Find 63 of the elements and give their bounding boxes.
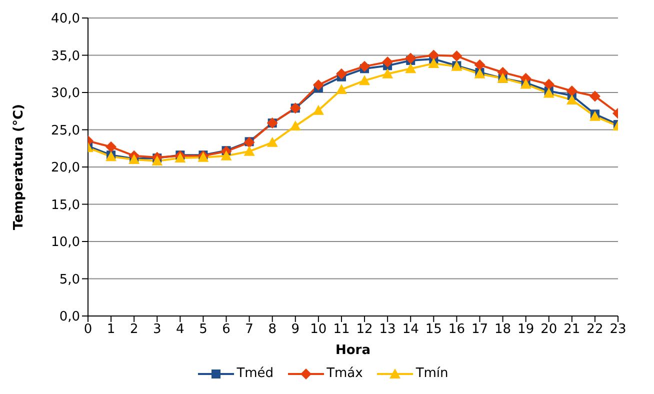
y-axis-title: Temperatura (°C)	[12, 104, 27, 230]
point	[220, 150, 232, 160]
y-tick-label: 0,0	[59, 310, 80, 325]
point	[543, 78, 554, 90]
y-tick-label: 35,0	[51, 48, 80, 64]
point	[359, 60, 370, 72]
point	[359, 75, 370, 86]
x-tick-label: 8	[268, 322, 276, 338]
y-tick-label: 5,0	[59, 272, 80, 288]
point	[336, 84, 347, 94]
legend-label: Tméd	[236, 366, 274, 381]
y-tick-label: 30,0	[51, 86, 80, 102]
point	[451, 50, 462, 62]
x-tick-label: 21	[564, 322, 580, 338]
x-tick-label: 19	[518, 322, 534, 338]
y-tick-label: 25,0	[51, 123, 80, 138]
x-tick-label: 7	[245, 322, 254, 338]
y-tick-label: 20,0	[51, 160, 80, 176]
point	[312, 104, 324, 115]
point	[152, 156, 163, 166]
point	[589, 90, 600, 102]
x-tick-label: 11	[333, 322, 350, 338]
x-tick-label: 22	[586, 322, 604, 338]
x-tick-label: 3	[152, 322, 162, 338]
point	[405, 52, 416, 64]
point	[428, 58, 440, 68]
point	[428, 50, 440, 61]
x-tick-label: 20	[540, 322, 558, 338]
y-tick-label: 15,0	[51, 198, 80, 213]
point	[566, 94, 578, 104]
point	[405, 63, 416, 74]
x-axis-title: Hora	[336, 343, 370, 358]
x-tick-label: 18	[494, 322, 512, 338]
x-tick-label: 0	[84, 322, 92, 338]
y-tick-label: 40,0	[51, 12, 80, 27]
x-tick-label: 14	[402, 322, 419, 338]
point	[266, 136, 278, 147]
x-tick-label: 5	[199, 322, 208, 338]
x-tick-label: 17	[471, 322, 488, 338]
point	[312, 80, 324, 91]
point	[106, 141, 117, 152]
x-tick-label: 15	[425, 322, 442, 338]
point	[244, 146, 255, 156]
point	[382, 56, 394, 68]
point	[566, 86, 578, 97]
x-tick-label: 1	[106, 322, 116, 338]
point	[382, 68, 394, 78]
x-tick-label: 23	[610, 322, 626, 338]
x-tick-label: 13	[379, 322, 396, 338]
legend-label: Tmín	[414, 366, 448, 381]
y-tick-label: 10,0	[51, 235, 80, 250]
x-tick-label: 12	[356, 322, 373, 338]
x-tick-label: 16	[448, 322, 465, 338]
legend-label: Tmáx	[326, 366, 363, 381]
point	[290, 120, 301, 131]
x-tick-label: 6	[222, 322, 230, 338]
x-tick-label: 2	[130, 322, 138, 338]
x-tick-label: 9	[291, 322, 300, 338]
x-tick-label: 10	[310, 322, 327, 338]
x-tick-label: 4	[176, 322, 184, 338]
point	[336, 68, 347, 80]
point	[174, 152, 186, 163]
point	[474, 59, 486, 70]
